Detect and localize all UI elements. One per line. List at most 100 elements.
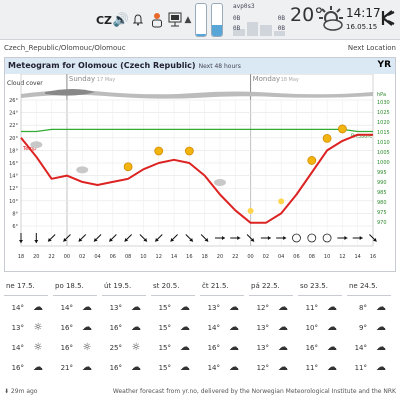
hour-tick-label: 12 xyxy=(339,254,345,260)
temp-tick-label: 18° xyxy=(9,148,18,154)
cloud-icon: ☁ xyxy=(376,342,386,353)
forecast-cell: 21° ☁ xyxy=(53,358,103,378)
update-age[interactable]: ⬇ 29m ago xyxy=(4,388,38,395)
hour-tick-label: 18 xyxy=(201,254,207,260)
sun-icon xyxy=(337,124,347,134)
cloud-icon: ☁ xyxy=(82,362,92,373)
sun-icon: ☼ xyxy=(33,342,43,353)
forecast-temp: 12° xyxy=(256,304,269,312)
wind-arrow-icon xyxy=(200,234,209,242)
weather-temperature[interactable]: 20° xyxy=(290,4,324,26)
memory-meter[interactable] xyxy=(211,3,223,37)
forecast-cell: 16° ☁ xyxy=(102,358,152,378)
sysmon-graph xyxy=(233,12,285,36)
cloud-icon: ☁ xyxy=(33,302,43,313)
hour-tick-label: 06 xyxy=(293,254,299,260)
forecast-cell: 16° ☁ xyxy=(102,318,152,338)
forecast-cell: 13° ☼ xyxy=(4,318,54,338)
pressure-tick-label: 1030 xyxy=(377,100,390,106)
sysmon-value: 0B xyxy=(233,15,241,22)
hour-tick-label: 20 xyxy=(217,254,223,260)
forecast-cell: 14° ☁ xyxy=(200,358,250,378)
forecast-day-label: ne 17.5. xyxy=(4,282,48,296)
forecast-cell: 14° ☁ xyxy=(53,298,103,318)
hour-tick-label: 14 xyxy=(355,254,361,260)
forecast-cell: 25° ☼ xyxy=(102,338,152,358)
forecast-temp: 14° xyxy=(11,344,24,352)
forecast-day-label: ne 24.5. xyxy=(347,282,391,296)
forecast-temp: 13° xyxy=(109,304,122,312)
forecast-cell: 8° ☁ xyxy=(347,298,397,318)
cloud-icon xyxy=(30,141,43,149)
clock-date: 16.05.15 xyxy=(346,23,378,31)
forecast-temp: 16° xyxy=(207,344,220,352)
pressure-tick-label: 980 xyxy=(377,200,387,206)
pressure-unit-label: hPa xyxy=(377,92,386,98)
temp-tick-label: 8° xyxy=(12,211,18,217)
meteogram-header: Meteogram for Olomouc (Czech Republic) Ne… xyxy=(5,58,395,74)
network-icon[interactable] xyxy=(166,0,184,40)
next-location-link[interactable]: Next Location xyxy=(347,44,396,52)
cloud-icon xyxy=(213,179,226,186)
forecast-day-label: po 18.5. xyxy=(53,282,97,296)
footer: ⬇ 29m ago Weather forecast from yr.no, d… xyxy=(0,386,400,400)
forecast-temp: 11° xyxy=(354,364,367,372)
hour-tick-label: 00 xyxy=(247,254,253,260)
user-icon[interactable] xyxy=(148,0,166,40)
forecast-day-label: st 20.5. xyxy=(151,282,195,296)
forecast-temp: 25° xyxy=(109,344,122,352)
battery-meter[interactable] xyxy=(195,3,207,37)
hour-tick-label: 06 xyxy=(110,254,116,260)
temp-tick-label: 24° xyxy=(9,111,18,117)
forecast-temp: 11° xyxy=(305,364,318,372)
keyboard-layout-indicator[interactable]: CZ xyxy=(95,13,113,27)
location-breadcrumb: Czech_Republic/Olomouc/Olomouc xyxy=(4,44,126,52)
forecast-cell: 15° ☁ xyxy=(151,318,201,338)
wind-arrow-icon xyxy=(337,236,348,240)
temp-tick-label: 10° xyxy=(9,199,18,205)
wind-arrow-icon xyxy=(170,234,178,242)
cloud-icon: ☁ xyxy=(180,302,190,313)
pressure-tick-label: 1025 xyxy=(377,110,390,116)
forecast-cell: 16° ☼ xyxy=(53,338,103,358)
clock[interactable]: 14:17 16.05.15 xyxy=(346,6,381,34)
wind-arrow-icon xyxy=(78,234,87,242)
volume-icon[interactable]: 🔊 xyxy=(112,12,130,28)
temp-tick-label: 16° xyxy=(9,161,18,167)
chevron-up-icon[interactable]: ▲ xyxy=(184,15,192,25)
sun-icon xyxy=(307,156,317,165)
forecast-cell: 11° ☁ xyxy=(298,298,348,318)
forecast-day: ne 17.5. 14° ☁ 13° ☼ 14° ☼ 16° ☁ xyxy=(4,282,54,382)
wind-arrow-icon xyxy=(260,236,271,240)
temperature-line xyxy=(20,133,373,224)
forecast-cell: 14° ☁ xyxy=(347,338,397,358)
day-date: 18 May xyxy=(281,77,299,83)
forecast-temp: 15° xyxy=(158,304,171,312)
kde-launcher-icon[interactable] xyxy=(381,10,395,30)
temp-tick-label: 14° xyxy=(9,174,18,180)
meteogram-chart: Sunday 17 May Monday 18 May Cloud cover 26° 24… xyxy=(7,74,390,260)
source-credit[interactable]: Weather forecast from yr.no, delivered b… xyxy=(112,388,396,395)
cloud-icon: ☁ xyxy=(229,322,239,333)
pressure-tick-label: 1000 xyxy=(377,160,390,166)
pressure-line xyxy=(21,128,373,133)
meteogram-subtitle: Next 48 hours xyxy=(198,63,241,70)
forecast-cell: 11° ☁ xyxy=(298,358,348,378)
cloud-icon: ☁ xyxy=(82,322,92,333)
forecast-cell: 14° ☁ xyxy=(4,298,54,318)
bell-icon[interactable] xyxy=(131,0,145,40)
temp-tick-label: 6° xyxy=(12,224,18,230)
network-monitor[interactable]: avp0s3 0B 0B 0B 0B xyxy=(233,3,287,37)
hour-tick-label: 04 xyxy=(278,254,284,260)
forecast-temp: 14° xyxy=(11,304,24,312)
forecast-temp: 15° xyxy=(158,324,171,332)
forecast-day: út 19.5. 13° ☁ 16° ☁ 25° ☼ 16° ☁ xyxy=(102,282,152,382)
cloud-icon: ☁ xyxy=(327,322,337,333)
hour-tick-label: 04 xyxy=(94,254,100,260)
forecast-cell: 14° ☁ xyxy=(200,318,250,338)
hour-tick-label: 14 xyxy=(171,254,177,260)
sun-cloud-icon[interactable] xyxy=(318,5,344,35)
meteogram-title-text: Meteogram for Olomouc (Czech Republic) xyxy=(8,61,196,70)
forecast-cell: 10° ☁ xyxy=(298,318,348,338)
hour-tick-label: 18 xyxy=(18,254,24,260)
